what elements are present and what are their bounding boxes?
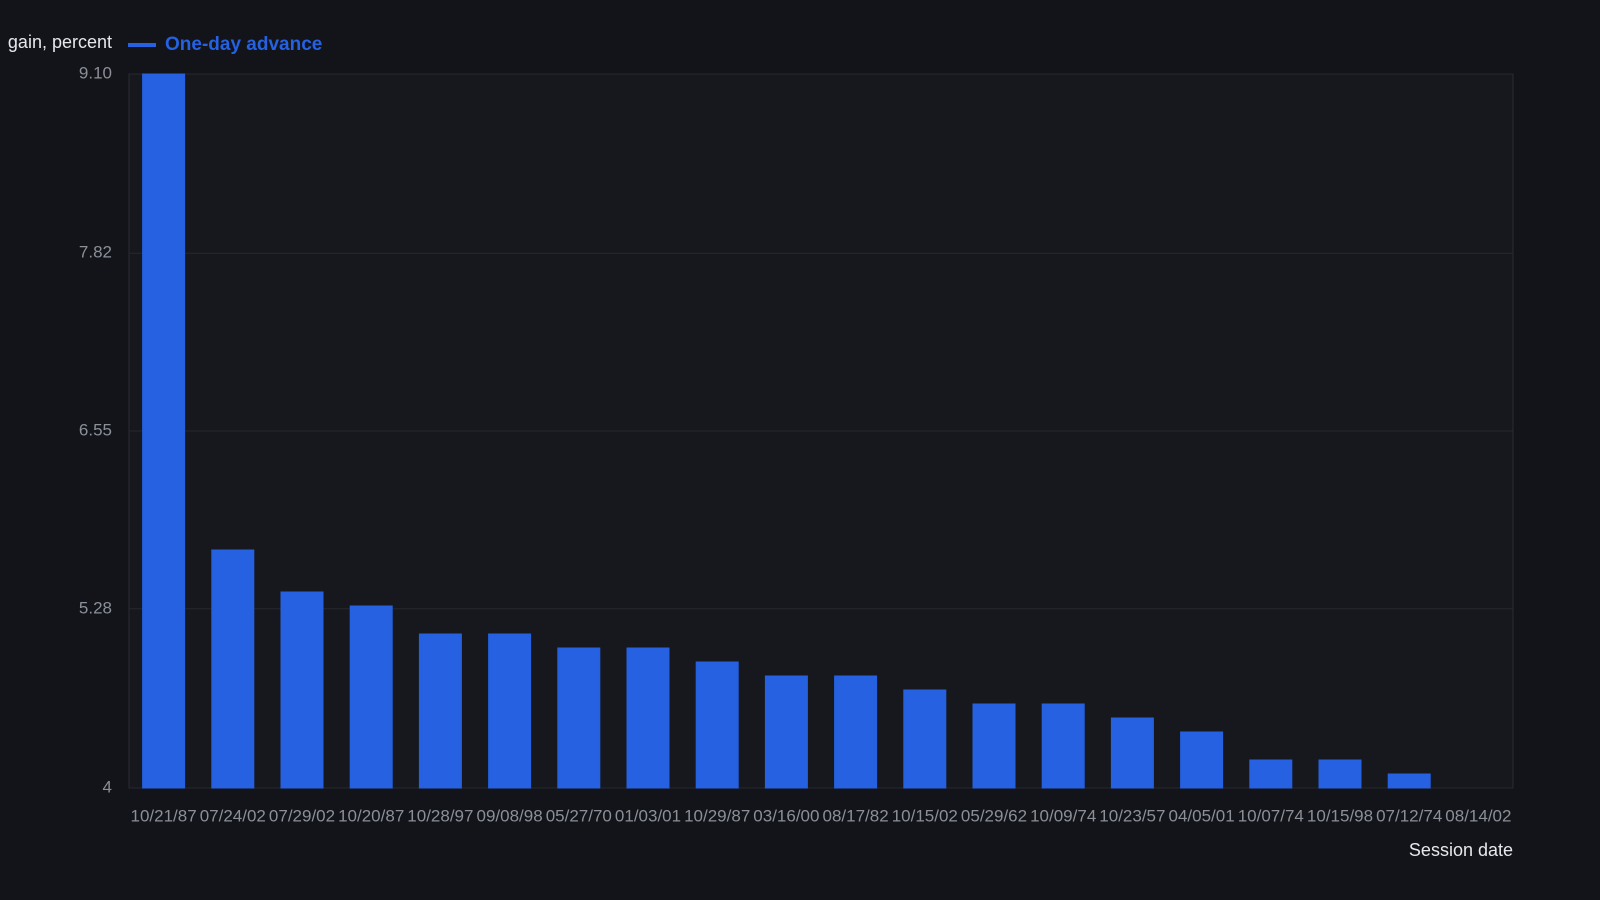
bar	[1318, 759, 1362, 789]
x-tick-label: 10/15/98	[1307, 806, 1373, 825]
bar	[1180, 731, 1224, 789]
y-axis-title: gain, percent	[8, 32, 112, 52]
x-tick-label: 05/29/62	[961, 806, 1027, 825]
bar	[1249, 759, 1293, 789]
x-tick-label: 08/14/02	[1445, 806, 1511, 825]
x-tick-label: 10/23/57	[1099, 806, 1165, 825]
x-tick-label: 10/20/87	[338, 806, 404, 825]
bar	[418, 633, 462, 789]
bar	[1387, 773, 1431, 789]
x-tick-label: 07/24/02	[200, 806, 266, 825]
bar	[488, 633, 532, 789]
y-tick-label: 7.82	[79, 243, 112, 262]
x-tick-label: 03/16/00	[753, 806, 819, 825]
bar	[557, 647, 601, 789]
y-tick-label: 4	[103, 777, 112, 796]
y-tick-label: 5.28	[79, 598, 112, 617]
x-tick-label: 10/15/02	[892, 806, 958, 825]
bar	[1041, 703, 1085, 789]
x-tick-label: 07/12/74	[1376, 806, 1442, 825]
bar	[211, 549, 255, 789]
x-axis-title: Session date	[1409, 840, 1513, 860]
bar	[972, 703, 1016, 789]
bar	[695, 661, 739, 789]
bar	[349, 605, 393, 789]
bar	[903, 689, 947, 789]
bar	[764, 675, 808, 789]
x-tick-label: 07/29/02	[269, 806, 335, 825]
x-tick-label: 04/05/01	[1169, 806, 1235, 825]
legend-label: One-day advance	[165, 34, 322, 55]
bar	[280, 591, 324, 789]
x-tick-label: 10/21/87	[131, 806, 197, 825]
x-tick-label: 10/28/97	[407, 806, 473, 825]
x-tick-label: 10/29/87	[684, 806, 750, 825]
x-tick-label: 09/08/98	[477, 806, 543, 825]
y-tick-label: 9.10	[79, 63, 112, 82]
x-tick-label: 05/27/70	[546, 806, 612, 825]
bar	[1110, 717, 1154, 789]
x-tick-label: 10/09/74	[1030, 806, 1096, 825]
bar	[142, 73, 186, 789]
x-tick-label: 01/03/01	[615, 806, 681, 825]
bar	[626, 647, 670, 789]
x-tick-label: 08/17/82	[823, 806, 889, 825]
bar	[834, 675, 878, 789]
x-tick-label: 10/07/74	[1238, 806, 1304, 825]
y-tick-label: 6.55	[79, 420, 112, 439]
